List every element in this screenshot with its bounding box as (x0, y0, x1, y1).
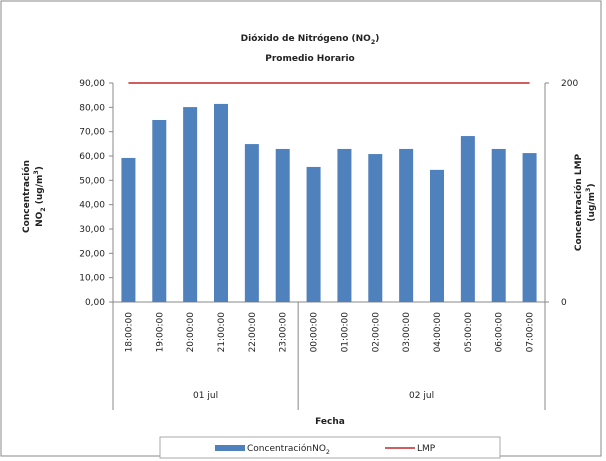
y-tick-label: 40,00 (79, 200, 105, 210)
y2-axis-title: Concentración LMP (573, 153, 584, 251)
x-tick-label: 06:00:00 (494, 312, 504, 353)
x-tick-label: 07:00:00 (525, 312, 535, 353)
y2-tick-label: 0 (561, 298, 567, 308)
y-tick-label: 90,00 (79, 79, 105, 89)
y-tick-label: 0,00 (85, 298, 105, 308)
x-tick-label: 20:00:00 (186, 312, 196, 353)
y-tick-label: 10,00 (79, 273, 105, 283)
bar (183, 107, 198, 302)
bar (121, 157, 136, 302)
bar (491, 148, 506, 302)
y-tick-label: 30,00 (79, 225, 105, 235)
x-tick-label: 03:00:00 (402, 312, 412, 353)
y2-tick-label: 200 (561, 79, 578, 89)
legend-label: LMP (417, 444, 436, 454)
x-tick-label: 01:00:00 (340, 312, 350, 353)
x-tick-label: 18:00:00 (124, 312, 134, 353)
x-tick-label: 19:00:00 (155, 312, 165, 353)
bar (275, 148, 290, 302)
bar (460, 136, 475, 302)
bar (306, 166, 321, 302)
y-axis-title: Concentración (21, 160, 32, 233)
x-axis-title: Fecha (315, 417, 345, 427)
group-label: 02 jul (409, 391, 434, 401)
bar (522, 153, 537, 302)
legend-label: ConcentraciónNO2 (247, 443, 330, 456)
y-tick-label: 60,00 (79, 152, 105, 162)
x-tick-label: 22:00:00 (247, 312, 257, 353)
y-tick-label: 70,00 (79, 127, 105, 137)
bar (337, 148, 352, 302)
y-tick-label: 80,00 (79, 103, 105, 113)
x-tick-label: 04:00:00 (433, 312, 443, 353)
x-tick-label: 23:00:00 (278, 312, 288, 353)
bar (244, 144, 259, 302)
x-tick-label: 05:00:00 (463, 312, 473, 353)
bar (368, 154, 383, 302)
y-axis-title: NO2 (ug/m3) (33, 166, 47, 227)
y-tick-label: 50,00 (79, 176, 105, 186)
legend-swatch (215, 445, 245, 451)
y-tick-label: 20,00 (79, 249, 105, 259)
group-label: 01 jul (193, 391, 218, 401)
bar (399, 148, 414, 302)
bar (152, 119, 167, 302)
x-tick-label: 21:00:00 (217, 312, 227, 353)
x-tick-label: 00:00:00 (309, 312, 319, 353)
bar (430, 169, 444, 302)
legend-box (159, 436, 501, 459)
x-tick-label: 02:00:00 (371, 312, 381, 353)
y2-axis-title: (ug/m3) (585, 183, 597, 221)
chart-title: Dióxido de Nitrógeno (NO2) (241, 33, 380, 46)
chart-subtitle: Promedio Horario (265, 54, 354, 64)
bar (214, 103, 228, 302)
